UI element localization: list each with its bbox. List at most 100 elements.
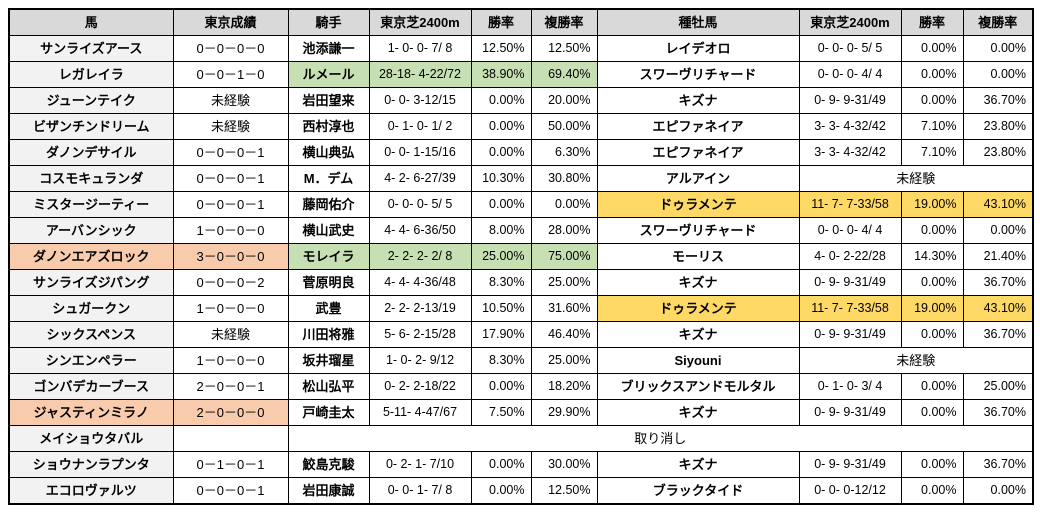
column-header: 東京芝2400m bbox=[798, 8, 902, 36]
tokyo-record-cell: 0－0－0－2 bbox=[172, 269, 289, 296]
sire-name-cell: ドゥラメンテ bbox=[596, 295, 800, 322]
sire-course-record-cell: 0- 0- 0- 4/ 4 bbox=[798, 217, 902, 244]
table-row: アーバンシック 1－0－0－0 横山武史 4- 4- 6-36/50 8.00% 28.0… bbox=[8, 217, 1034, 244]
column-header: 騎手 bbox=[287, 8, 370, 36]
sire-win-rate-cell: 19.00% bbox=[900, 295, 964, 322]
jockey-course-record-cell: 0- 0- 1- 7/ 8 bbox=[368, 477, 472, 505]
sire-course-record-cell: 0- 9- 9-31/49 bbox=[798, 451, 902, 478]
table-row: レガレイラ 0－0－1－0 ルメール 28-18- 4-22/72 38.90% 69.4… bbox=[8, 61, 1034, 88]
jockey-course-record-cell: 4- 4- 4-36/48 bbox=[368, 269, 472, 296]
jockey-win-rate-cell: 25.00% bbox=[470, 243, 532, 270]
jockey-place-rate-cell: 50.00% bbox=[530, 113, 598, 140]
jockey-place-rate-cell: 20.00% bbox=[530, 87, 598, 114]
horse-name-cell: ミスタージーティー bbox=[8, 191, 174, 218]
horse-name-cell: シンエンペラー bbox=[8, 347, 174, 374]
sire-win-rate-cell: 7.10% bbox=[900, 139, 964, 166]
jockey-name-cell: 藤岡佑介 bbox=[287, 191, 370, 218]
jockey-win-rate-cell: 7.50% bbox=[470, 399, 532, 426]
jockey-course-record-cell: 0- 2- 2-18/22 bbox=[368, 373, 472, 400]
tokyo-record-cell: 0－0－0－0 bbox=[172, 35, 289, 62]
table-row: ミスタージーティー 0－0－0－1 藤岡佑介 0- 0- 0- 5/ 5 0.00% 0.… bbox=[8, 191, 1034, 218]
table-row: シックスペンス 未経験 川田将雅 5- 6- 2-15/28 17.90% 46.40% キ… bbox=[8, 321, 1034, 348]
jockey-course-record-cell: 4- 2- 6-27/39 bbox=[368, 165, 472, 192]
sire-name-cell: キズナ bbox=[596, 451, 800, 478]
jockey-place-rate-cell: 18.20% bbox=[530, 373, 598, 400]
jockey-place-rate-cell: 28.00% bbox=[530, 217, 598, 244]
table-row: ジャスティンミラノ 2－0－0－0 戸崎圭太 5-11- 4-47/67 7.50% 29… bbox=[8, 399, 1034, 426]
sire-name-cell: エピファネイア bbox=[596, 113, 800, 140]
jockey-win-rate-cell: 0.00% bbox=[470, 373, 532, 400]
sire-course-record-cell: 11- 7- 7-33/58 bbox=[798, 191, 902, 218]
jockey-win-rate-cell: 8.30% bbox=[470, 347, 532, 374]
tokyo-record-cell: 0－0－0－1 bbox=[172, 191, 289, 218]
sire-win-rate-cell: 0.00% bbox=[900, 35, 964, 62]
sire-name-cell: キズナ bbox=[596, 87, 800, 114]
sire-place-rate-cell: 36.70% bbox=[962, 87, 1034, 114]
sire-win-rate-cell: 0.00% bbox=[900, 373, 964, 400]
jockey-place-rate-cell: 12.50% bbox=[530, 35, 598, 62]
cancelled-cell: 取り消し bbox=[287, 425, 1034, 452]
tokyo-record-cell: 未経験 bbox=[172, 113, 289, 140]
jockey-course-record-cell: 0- 1- 0- 1/ 2 bbox=[368, 113, 472, 140]
jockey-name-cell: 川田将雅 bbox=[287, 321, 370, 348]
jockey-name-cell: 岩田康誠 bbox=[287, 477, 370, 505]
jockey-place-rate-cell: 46.40% bbox=[530, 321, 598, 348]
sire-win-rate-cell: 0.00% bbox=[900, 87, 964, 114]
horse-name-cell: ダノンエアズロック bbox=[8, 243, 174, 270]
jockey-place-rate-cell: 6.30% bbox=[530, 139, 598, 166]
tokyo-record-cell: 1－0－0－0 bbox=[172, 295, 289, 322]
sire-place-rate-cell: 25.00% bbox=[962, 373, 1034, 400]
sire-name-cell: スワーヴリチャード bbox=[596, 217, 800, 244]
jockey-name-cell: 池添謙一 bbox=[287, 35, 370, 62]
table-body: サンライズアース 0－0－0－0 池添謙一 1- 0- 0- 7/ 8 12.50% 12… bbox=[8, 35, 1034, 505]
table-row: ダノンエアズロック 3－0－0－0 モレイラ 2- 2- 2- 2/ 8 25.00% 7… bbox=[8, 243, 1034, 270]
horse-name-cell: エコロヴァルツ bbox=[8, 477, 174, 505]
horse-name-cell: サンライズアース bbox=[8, 35, 174, 62]
horse-name-cell: ショウナンラプンタ bbox=[8, 451, 174, 478]
tokyo-record-cell: 1－0－0－0 bbox=[172, 217, 289, 244]
jockey-win-rate-cell: 38.90% bbox=[470, 61, 532, 88]
sire-no-experience-cell: 未経験 bbox=[798, 347, 1034, 374]
tokyo-record-cell: 未経験 bbox=[172, 87, 289, 114]
sire-name-cell: スワーヴリチャード bbox=[596, 61, 800, 88]
sire-name-cell: エピファネイア bbox=[596, 139, 800, 166]
sire-name-cell: Siyouni bbox=[596, 347, 800, 374]
jockey-name-cell: 戸崎圭太 bbox=[287, 399, 370, 426]
sire-name-cell: キズナ bbox=[596, 321, 800, 348]
column-header: 馬 bbox=[8, 8, 174, 36]
horse-name-cell: コスモキュランダ bbox=[8, 165, 174, 192]
sire-course-record-cell: 3- 3- 4-32/42 bbox=[798, 113, 902, 140]
jockey-course-record-cell: 0- 0- 1-15/16 bbox=[368, 139, 472, 166]
tokyo-record-cell: 0－0－0－1 bbox=[172, 477, 289, 505]
jockey-course-record-cell: 1- 0- 2- 9/12 bbox=[368, 347, 472, 374]
tokyo-record-cell: 2－0－0－0 bbox=[172, 399, 289, 426]
sire-win-rate-cell: 0.00% bbox=[900, 217, 964, 244]
tokyo-record-cell: 3－0－0－0 bbox=[172, 243, 289, 270]
sire-course-record-cell: 0- 9- 9-31/49 bbox=[798, 87, 902, 114]
sire-win-rate-cell: 19.00% bbox=[900, 191, 964, 218]
sire-course-record-cell: 4- 0- 2-22/28 bbox=[798, 243, 902, 270]
sire-place-rate-cell: 0.00% bbox=[962, 477, 1034, 505]
jockey-win-rate-cell: 8.30% bbox=[470, 269, 532, 296]
jockey-win-rate-cell: 17.90% bbox=[470, 321, 532, 348]
column-header: 東京芝2400m bbox=[368, 8, 472, 36]
sire-course-record-cell: 0- 9- 9-31/49 bbox=[798, 321, 902, 348]
jockey-course-record-cell: 4- 4- 6-36/50 bbox=[368, 217, 472, 244]
jockey-win-rate-cell: 0.00% bbox=[470, 87, 532, 114]
horse-name-cell: ダノンデサイル bbox=[8, 139, 174, 166]
table-row: サンライズアース 0－0－0－0 池添謙一 1- 0- 0- 7/ 8 12.50% 12… bbox=[8, 35, 1034, 62]
jockey-course-record-cell: 5- 6- 2-15/28 bbox=[368, 321, 472, 348]
sire-place-rate-cell: 23.80% bbox=[962, 113, 1034, 140]
sire-place-rate-cell: 36.70% bbox=[962, 399, 1034, 426]
jockey-place-rate-cell: 69.40% bbox=[530, 61, 598, 88]
sire-win-rate-cell: 0.00% bbox=[900, 269, 964, 296]
table-row: サンライズジパング 0－0－0－2 菅原明良 4- 4- 4-36/48 8.30% 25… bbox=[8, 269, 1034, 296]
jockey-course-record-cell: 2- 2- 2- 2/ 8 bbox=[368, 243, 472, 270]
column-header: 複勝率 bbox=[962, 8, 1034, 36]
horse-name-cell: ビザンチンドリーム bbox=[8, 113, 174, 140]
sire-course-record-cell: 0- 9- 9-31/49 bbox=[798, 269, 902, 296]
jockey-name-cell: M．デム bbox=[287, 165, 370, 192]
sire-course-record-cell: 11- 7- 7-33/58 bbox=[798, 295, 902, 322]
sire-place-rate-cell: 0.00% bbox=[962, 217, 1034, 244]
table-row: ジューンテイク 未経験 岩田望来 0- 0- 3-12/15 0.00% 20.00% キズ… bbox=[8, 87, 1034, 114]
